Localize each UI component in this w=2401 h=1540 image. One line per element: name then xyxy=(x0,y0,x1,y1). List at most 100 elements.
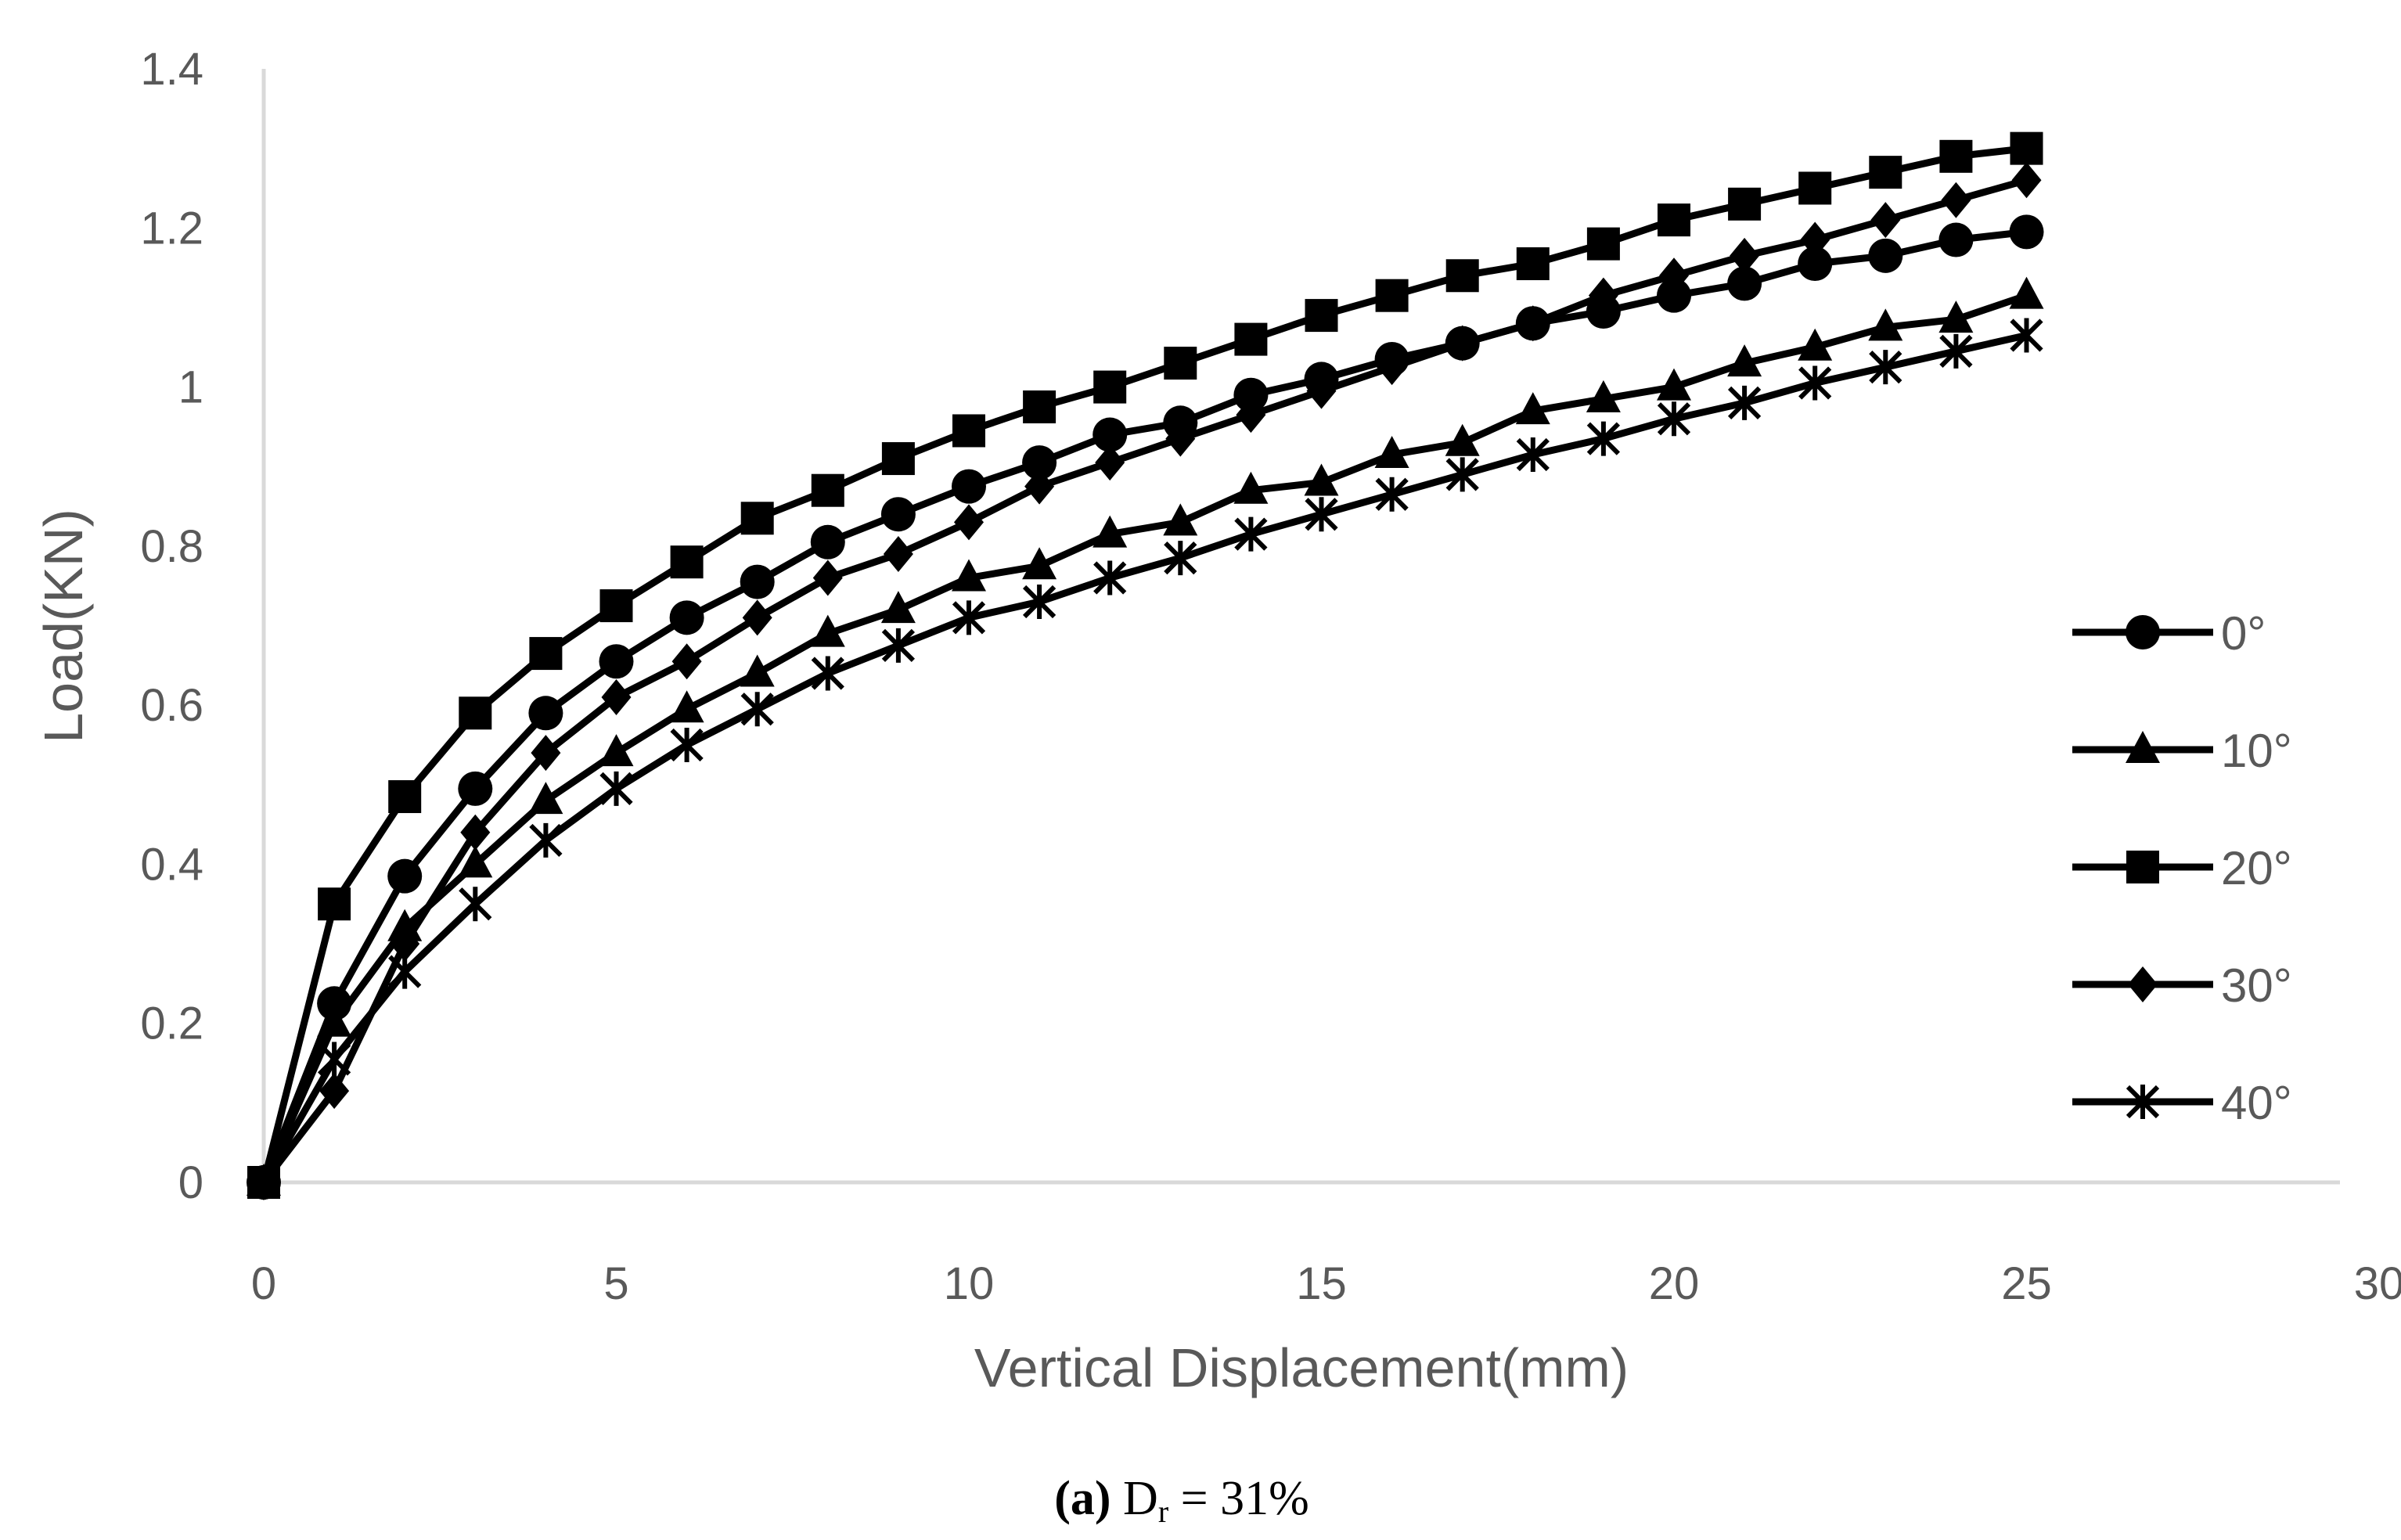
data-point-triangle xyxy=(1515,392,1550,425)
figure-caption: (a) Dr = 31% xyxy=(1054,1472,1309,1529)
series-line-diamond xyxy=(261,176,2028,1185)
data-point-square xyxy=(1164,347,1197,380)
data-point-square xyxy=(599,589,633,623)
series-line-star xyxy=(261,332,2028,1185)
data-point-star xyxy=(740,692,774,727)
axes xyxy=(261,69,2340,1185)
data-point-star xyxy=(952,600,986,635)
caption-subscript: r xyxy=(1158,1494,1168,1529)
legend-item: 40° xyxy=(2072,1077,2292,1129)
data-point-circle xyxy=(1022,445,1057,480)
data-point-square xyxy=(1305,299,1338,333)
legend: 0° 10° 20° 30° 40° xyxy=(2072,607,2292,1129)
data-point-square xyxy=(670,545,704,579)
y-tick-label: 0.2 xyxy=(140,998,203,1049)
data-point-circle xyxy=(740,564,775,599)
data-point-diamond xyxy=(319,1073,350,1110)
data-point-star xyxy=(1869,350,1902,385)
data-point-square xyxy=(529,637,563,671)
x-tick-label: 0 xyxy=(251,1258,276,1309)
data-point-star xyxy=(881,628,916,663)
data-point-circle xyxy=(1868,238,1903,273)
data-point-circle xyxy=(528,696,563,731)
data-point-diamond xyxy=(531,735,561,772)
data-point-square xyxy=(1728,187,1762,221)
data-point-square xyxy=(881,442,915,476)
legend-item: 10° xyxy=(2072,725,2292,777)
data-point-square xyxy=(2010,131,2043,165)
data-point-diamond xyxy=(1730,237,1760,274)
data-point-square xyxy=(811,473,844,507)
legend-item: 0° xyxy=(2072,607,2266,660)
data-point-square xyxy=(1939,139,1973,173)
x-tick-label: 20 xyxy=(1649,1258,1700,1309)
legend-label: 0° xyxy=(2221,607,2266,660)
data-point-star xyxy=(1516,437,1550,472)
data-point-triangle xyxy=(387,909,423,941)
data-point-star xyxy=(1798,365,1832,401)
x-tick-label: 10 xyxy=(944,1258,995,1309)
legend-label: 20° xyxy=(2221,842,2292,894)
data-point-star xyxy=(388,954,422,989)
legend-item: 30° xyxy=(2072,959,2292,1012)
data-point-square xyxy=(1658,203,1690,237)
y-tick-label: 0.6 xyxy=(140,680,203,731)
data-point-circle xyxy=(952,469,986,504)
data-point-star xyxy=(1939,333,1973,369)
data-point-square xyxy=(388,780,422,814)
data-point-diamond xyxy=(1165,420,1196,457)
data-point-triangle xyxy=(1586,380,1621,412)
data-point-triangle xyxy=(1374,435,1409,468)
data-point-circle xyxy=(2009,214,2044,250)
y-axis-title: Load(KN) xyxy=(33,509,94,743)
data-point-diamond xyxy=(1024,468,1055,505)
data-point-triangle xyxy=(317,1004,352,1037)
data-point-square xyxy=(1093,370,1127,404)
data-point-square xyxy=(1516,247,1550,281)
data-point-triangle xyxy=(2009,276,2044,309)
y-tick-label: 1.2 xyxy=(140,203,203,254)
data-point-circle xyxy=(1727,266,1762,301)
x-axis-title: Vertical Displacement(mm) xyxy=(974,1337,1629,1398)
data-point-circle xyxy=(810,524,845,560)
data-point-triangle xyxy=(1022,547,1057,580)
x-tick-labels: 0 5 10 15 20 25 30 xyxy=(251,1258,2401,1309)
data-point-triangle xyxy=(1093,515,1128,548)
data-point-square xyxy=(1869,156,1902,189)
legend-marker-star xyxy=(2126,1085,2160,1119)
data-point-circle xyxy=(1938,222,1974,257)
data-point-star xyxy=(1586,421,1621,456)
data-point-triangle xyxy=(1233,471,1269,504)
data-point-star xyxy=(247,1165,281,1200)
data-point-diamond xyxy=(1447,325,1478,362)
data-point-star xyxy=(529,822,563,858)
series-line-square xyxy=(260,145,2028,1184)
data-point-triangle xyxy=(1798,328,1833,361)
legend-label: 40° xyxy=(2221,1077,2292,1129)
data-point-star xyxy=(1093,560,1127,595)
data-point-triangle xyxy=(1163,503,1198,536)
data-point-star xyxy=(1657,401,1691,437)
data-point-star xyxy=(599,771,633,806)
legend-label: 30° xyxy=(2221,959,2292,1012)
data-point-diamond xyxy=(1800,221,1830,258)
data-point-star xyxy=(670,727,704,762)
data-point-star xyxy=(1234,516,1268,552)
data-point-square xyxy=(740,502,774,535)
data-point-diamond xyxy=(2011,162,2042,199)
legend-marker-diamond xyxy=(2128,966,2158,1002)
data-point-circle xyxy=(1798,246,1833,282)
data-point-diamond xyxy=(1095,444,1125,481)
y-tick-label: 1 xyxy=(178,362,203,413)
y-tick-label: 1.4 xyxy=(140,44,203,95)
data-point-square xyxy=(1586,227,1620,261)
data-point-star xyxy=(2010,318,2043,353)
data-point-diamond xyxy=(460,814,491,851)
data-point-diamond xyxy=(671,643,702,680)
data-point-diamond xyxy=(1588,277,1618,314)
data-point-circle xyxy=(317,986,352,1021)
data-point-triangle xyxy=(952,559,986,592)
data-point-circle xyxy=(880,497,916,532)
legend-label: 10° xyxy=(2221,725,2292,777)
data-point-circle xyxy=(1233,377,1269,412)
